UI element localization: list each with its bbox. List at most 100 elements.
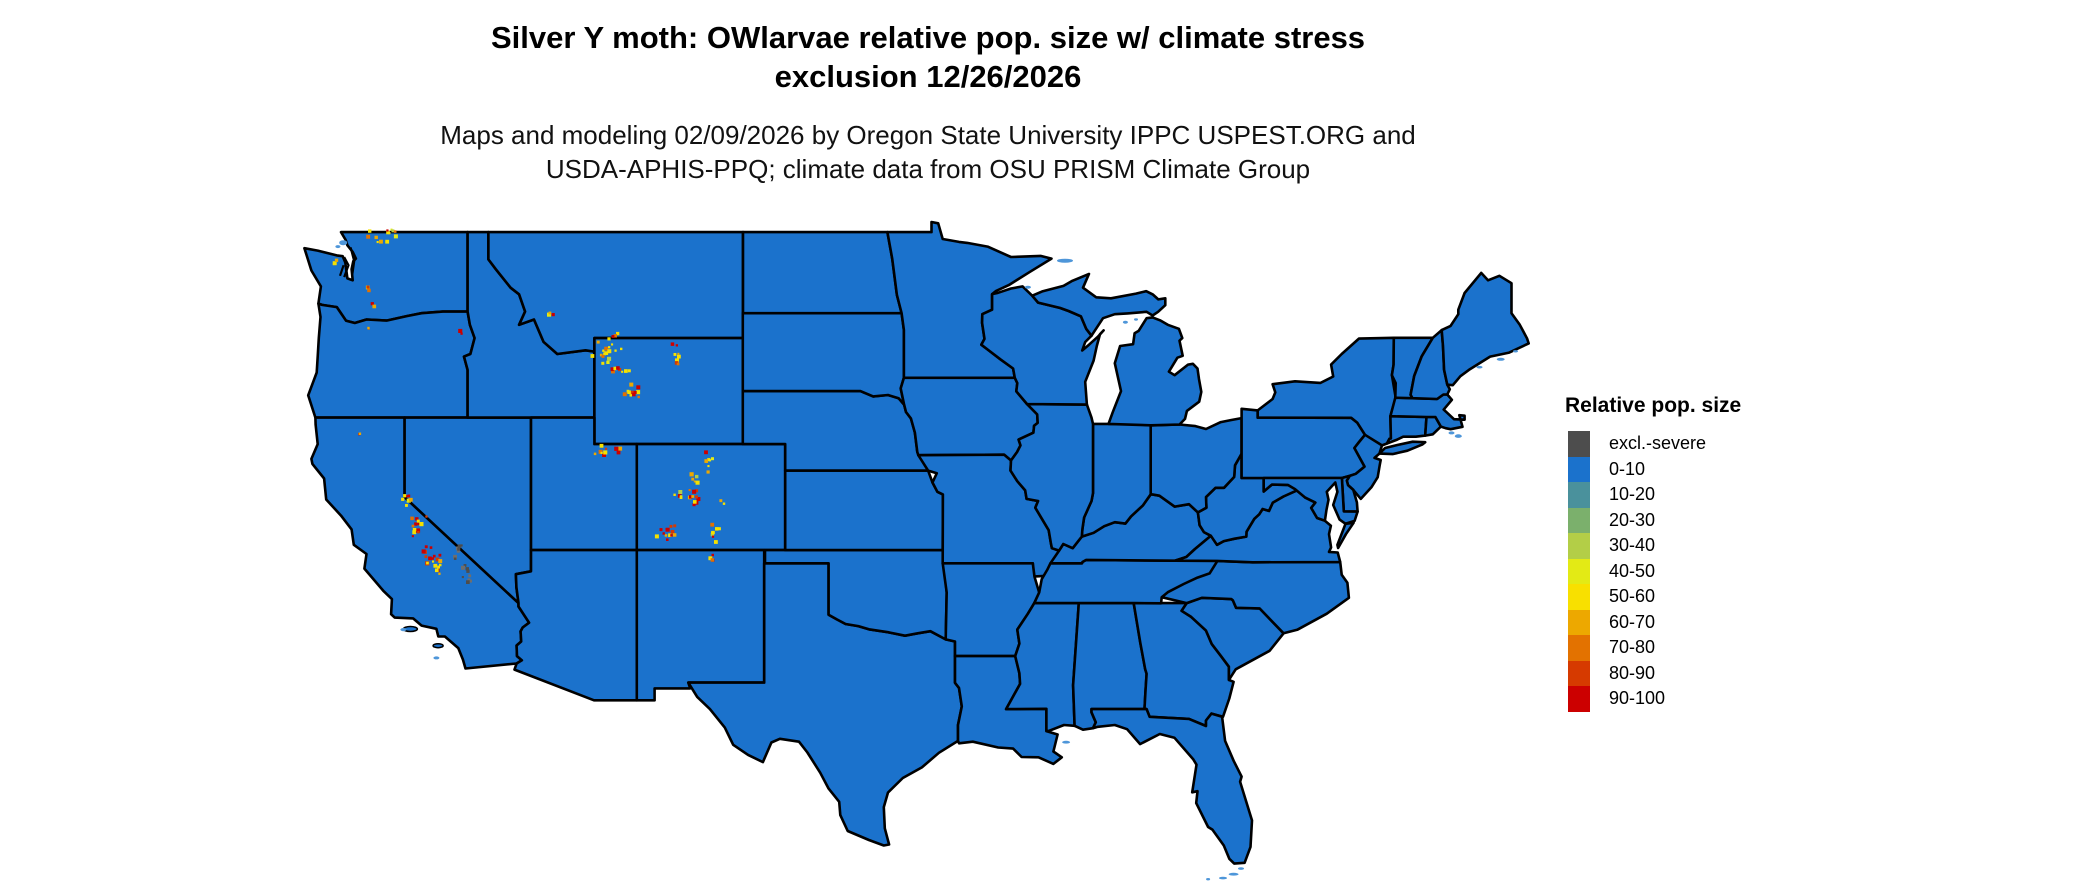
hotspot-cell: [677, 494, 682, 498]
map-subtitle-line2: USDA-APHIS-PPQ; climate data from OSU PR…: [545, 154, 1311, 184]
hotspot-cell: [694, 495, 698, 499]
hotspot-cell: [435, 568, 439, 573]
hotspot-cell: [604, 351, 609, 355]
state-me: [1440, 271, 1530, 387]
state-miup: [1030, 272, 1167, 337]
hotspot-cell: [393, 230, 397, 233]
legend-row: 40-50: [1568, 558, 1741, 584]
hotspot-cell: [689, 472, 694, 477]
hotspot-cell: [675, 358, 679, 363]
legend-label: 70-80: [1609, 637, 1656, 657]
island-speck: [339, 240, 348, 246]
hotspot-cell: [611, 343, 614, 346]
hotspot-cell: [630, 390, 635, 395]
hotspot-cell: [673, 493, 676, 496]
legend-row: 60-70: [1568, 609, 1741, 635]
map-title-line2: exclusion 12/26/2026: [774, 59, 1082, 94]
hotspot-cell: [675, 344, 678, 347]
hotspot-cell: [332, 261, 337, 266]
hotspot-cell: [706, 470, 710, 474]
hotspot-cell: [613, 366, 617, 371]
hotspot-cell: [670, 342, 675, 346]
hotspot-cell: [429, 546, 433, 549]
hotspot-cell: [616, 450, 621, 455]
inlet-line: [349, 247, 356, 276]
hotspot-speckles: [332, 228, 726, 584]
us-map-svg: [303, 220, 1530, 881]
hotspot-cell: [602, 453, 606, 457]
hotspot-cell: [431, 557, 434, 560]
hotspot-cell: [407, 494, 411, 498]
legend-row: 20-30: [1568, 507, 1741, 533]
hotspot-cell: [598, 449, 603, 454]
hotspot-cell: [601, 354, 605, 358]
hotspot-cell: [627, 390, 631, 394]
legend-label: 20-30: [1609, 509, 1656, 530]
hotspot-cell: [722, 502, 726, 505]
legend-swatch: [1568, 635, 1590, 661]
legend-swatch: [1568, 584, 1590, 610]
hotspot-cell: [710, 533, 714, 537]
hotspot-cell: [611, 369, 615, 374]
state-shapes: [303, 220, 1530, 865]
state-oh: [1149, 416, 1243, 514]
hotspot-cell: [688, 489, 691, 492]
hotspot-cell: [439, 563, 442, 567]
island-speck: [1122, 320, 1128, 324]
legend-row: 80-90: [1568, 660, 1741, 686]
inlet-line: [343, 256, 350, 278]
hotspot-cell: [386, 229, 389, 232]
hotspot-cell: [367, 326, 370, 329]
hotspot-cell: [334, 258, 339, 262]
legend-row: 30-40: [1568, 533, 1741, 559]
hotspot-cell: [601, 361, 605, 365]
hotspot-cell: [461, 565, 465, 570]
legend-label: 90-100: [1609, 688, 1666, 708]
hotspot-cell: [386, 230, 390, 235]
hotspot-cell: [417, 530, 420, 534]
hotspot-cell: [696, 497, 701, 501]
puget-sound-detail: [338, 247, 356, 278]
state-nd: [741, 230, 903, 315]
island-speck: [1513, 350, 1518, 353]
hotspot-cell: [410, 516, 414, 521]
hotspot-cell: [406, 495, 409, 498]
state-li: [1378, 440, 1427, 456]
hotspot-cell: [627, 369, 631, 373]
hotspot-cell: [708, 459, 712, 462]
island-speck: [1024, 285, 1031, 289]
hotspot-cell: [692, 503, 696, 507]
legend-swatch: [1568, 686, 1590, 712]
hotspot-cell: [547, 312, 552, 317]
hotspot-cell: [636, 385, 641, 390]
map-subtitle-line1: Maps and modeling 02/09/2026 by Oregon S…: [440, 120, 1416, 150]
hotspot-cell: [607, 356, 612, 361]
hotspot-cell: [604, 346, 609, 351]
hotspot-cell: [665, 527, 670, 532]
hotspot-cell: [707, 458, 711, 462]
island-speck: [433, 656, 440, 660]
hotspot-cell: [632, 392, 636, 397]
island-speck: [1134, 318, 1138, 321]
hotspot-cell: [376, 241, 379, 244]
hotspot-cell: [677, 354, 681, 359]
hotspot-cell: [677, 352, 680, 355]
hotspot-cell: [432, 560, 435, 563]
us-map: [299, 218, 1530, 884]
hotspot-cell: [620, 347, 623, 351]
hotspot-cell: [621, 370, 624, 373]
hotspot-cell: [391, 229, 395, 233]
hotspot-cell: [670, 530, 675, 534]
hotspot-cell: [456, 549, 460, 553]
hotspot-cell: [668, 533, 672, 537]
hotspot-cell: [711, 457, 714, 461]
hotspot-cell: [605, 447, 608, 450]
hotspot-cell: [693, 480, 696, 483]
hotspot-cell: [438, 553, 442, 557]
state-fl: [1090, 707, 1254, 865]
legend-label: 50-60: [1609, 586, 1656, 606]
hotspot-cell: [366, 285, 370, 289]
hotspot-cell: [465, 567, 469, 571]
state-or: [306, 302, 476, 419]
hotspot-cell: [714, 540, 718, 544]
